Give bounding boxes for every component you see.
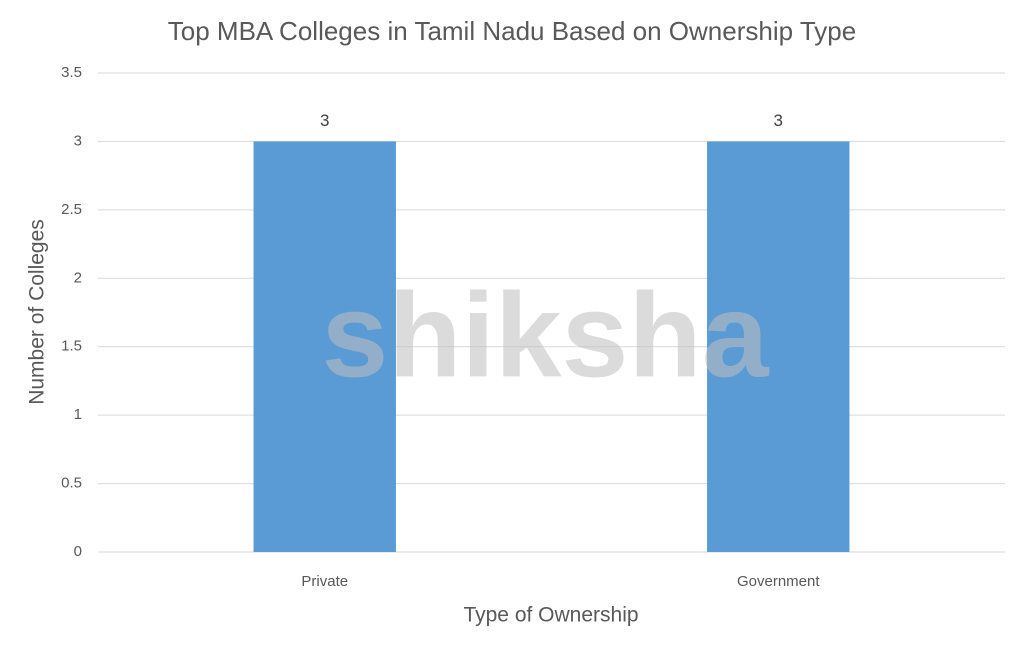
bar: [707, 141, 850, 552]
watermark: shiksha: [322, 269, 770, 403]
y-tick-label: 3: [74, 132, 82, 149]
y-axis-label: Number of Colleges: [26, 219, 49, 405]
data-label: 3: [774, 111, 783, 130]
x-axis-label: Type of Ownership: [463, 604, 638, 627]
y-tick-label: 2: [74, 269, 82, 286]
grid: 0 0.5 1 1.5 2 2.5 3 3.5 Private Government: [61, 64, 1005, 590]
x-tick-label: Private: [301, 573, 348, 590]
y-tick-label: 2.5: [61, 201, 82, 218]
chart-title: Top MBA Colleges in Tamil Nadu Based on …: [168, 16, 856, 46]
y-tick-label: 0.5: [61, 475, 82, 492]
bar: [253, 141, 396, 552]
y-tick-label: 1: [74, 406, 82, 423]
data-label: 3: [320, 111, 329, 130]
y-tick-label: 3.5: [61, 64, 82, 81]
y-tick-label: 0: [74, 543, 82, 560]
x-tick-label: Government: [737, 573, 820, 590]
y-tick-label: 1.5: [61, 338, 82, 355]
